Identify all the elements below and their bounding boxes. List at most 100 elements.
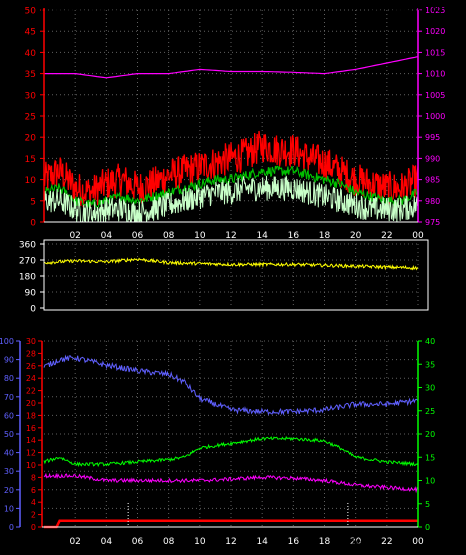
direction-tick-label-180: 180: [19, 273, 36, 283]
wind-time-label-16: 16: [288, 231, 300, 241]
compass-letter-n-bottom: N: [436, 306, 444, 319]
grid-layer: [44, 9, 419, 527]
wind-time-label-10: 10: [194, 231, 206, 241]
rainfall-axis-label: Rainfall (mm): [2, 321, 73, 333]
wind-tick-label-20: 20: [25, 134, 37, 144]
wind-time-label-06: 06: [132, 231, 144, 241]
sunrise-label: Sun Rise: [108, 492, 147, 502]
wind-tick-label-50: 50: [25, 7, 37, 17]
baro-tick-label-1010: 1010: [425, 70, 445, 79]
compass-letter-n-top: N: [436, 238, 444, 251]
rainfall-tick-label-14: 14: [26, 436, 36, 445]
rainfall-tick-label-20: 20: [26, 399, 36, 408]
rainfall-tick-label-24: 24: [26, 374, 36, 383]
rainfall-tick-label-26: 26: [26, 362, 36, 371]
temp-tick-label-15: 15: [425, 453, 435, 462]
humidity-line: [43, 354, 419, 416]
baro-tick-label-1020: 1020: [425, 27, 445, 36]
humidity-tick-label-60: 60: [4, 411, 14, 420]
wind-time-label-04: 04: [101, 231, 113, 241]
windspeed-gust-line: [43, 130, 419, 209]
humidity-tick-label-100: 100: [0, 337, 14, 346]
wind-direction-line: [44, 257, 419, 271]
humidity-tick-label-90: 90: [4, 356, 14, 365]
wind-tick-label-45: 45: [25, 28, 36, 38]
rainfall-tick-label-8: 8: [31, 473, 36, 482]
sunset-overlap-label: Sun Set: [333, 537, 364, 546]
temp-tick-label-5: 5: [425, 500, 430, 509]
direction-tick-label-90: 90: [25, 289, 37, 299]
climate-time-label-08: 08: [163, 537, 175, 547]
wind-tick-label-15: 15: [25, 155, 36, 165]
wind-tick-label-5: 5: [30, 197, 36, 207]
temp-tick-label-25: 25: [425, 407, 435, 416]
wind-time-label-00: 00: [412, 231, 424, 241]
wind-time-label-02: 02: [69, 231, 80, 241]
chart-title: 24 hour graph date: 01 December 2014: [174, 0, 374, 11]
wind-tick-label-35: 35: [25, 70, 36, 80]
temperature-axis-label: Temperature (°C): [311, 321, 403, 333]
barometer-line: [44, 56, 419, 79]
wind-tick-label-10: 10: [25, 176, 37, 186]
temperature-line: [43, 435, 419, 468]
rainfall-tick-label-0: 0: [31, 523, 36, 532]
rainfall-tick-label-28: 28: [26, 349, 36, 358]
compass-letter-w: W: [436, 255, 447, 268]
dewpoint-line: [43, 472, 419, 494]
baro-tick-label-980: 980: [425, 197, 440, 206]
sunset-label: Sun Set: [332, 492, 367, 502]
rainfall-line: [44, 519, 418, 529]
windspeed-axis-label: Windspeed (kts): [34, 1, 123, 14]
direction-tick-label-360: 360: [19, 241, 36, 251]
humidity-tick-label-20: 20: [4, 486, 14, 495]
baro-tick-label-1005: 1005: [425, 91, 445, 100]
baro-tick-label-1025: 1025: [425, 6, 445, 15]
humidity-tick-label-40: 40: [4, 449, 14, 458]
temp-tick-label-40: 40: [425, 337, 435, 346]
temp-tick-label-20: 20: [425, 430, 435, 439]
climate-time-label-16: 16: [288, 537, 300, 547]
direction-tick-label-0: 0: [30, 305, 36, 315]
humidity-axis-label: Humidity (%): [67, 321, 136, 333]
wind-tick-label-25: 25: [25, 113, 36, 123]
humidity-tick-label-50: 50: [4, 430, 14, 439]
wind-tick-label-0: 0: [30, 219, 36, 229]
series-layer: [43, 56, 419, 529]
climate-time-label-06: 06: [132, 537, 144, 547]
humidity-tick-label-70: 70: [4, 393, 14, 402]
climate-time-label-00: 00: [412, 537, 424, 547]
rainfall-tick-label-22: 22: [26, 387, 36, 396]
wind-time-label-08: 08: [163, 231, 175, 241]
rainfall-tick-label-16: 16: [26, 424, 36, 433]
rainfall-tick-label-4: 4: [31, 498, 36, 507]
rainfall-tick-label-18: 18: [26, 411, 36, 420]
wind-time-label-18: 18: [319, 231, 331, 241]
dewpoint-axis-label: Dew Point (°C): [392, 321, 466, 333]
temp-tick-label-35: 35: [425, 360, 435, 369]
climate-time-label-20: 20: [350, 537, 362, 547]
climate-time-label-02: 02: [69, 537, 80, 547]
baro-tick-label-975: 975: [425, 218, 440, 227]
climate-time-label-12: 12: [225, 537, 236, 547]
compass-letter-e: E: [436, 289, 443, 302]
rainfall-tick-label-2: 2: [31, 511, 36, 520]
rainfall-tick-label-12: 12: [26, 449, 36, 458]
wind-time-label-20: 20: [350, 231, 362, 241]
climate-time-label-22: 22: [381, 537, 392, 547]
humidity-tick-label-80: 80: [4, 374, 14, 383]
humidity-tick-label-0: 0: [9, 523, 14, 532]
windspeed-low-line: [43, 175, 419, 223]
baro-tick-label-1015: 1015: [425, 48, 445, 57]
rainfall-tick-label-6: 6: [31, 486, 36, 495]
rainfall-tick-label-30: 30: [26, 337, 36, 346]
climate-time-label-14: 14: [256, 537, 268, 547]
temp-tick-label-0: 0: [425, 523, 430, 532]
climate-time-label-10: 10: [194, 537, 206, 547]
temp-tick-label-30: 30: [425, 384, 435, 393]
baro-tick-label-985: 985: [425, 176, 440, 185]
rainfall-tick-label-10: 10: [26, 461, 36, 470]
baro-tick-label-990: 990: [425, 154, 440, 163]
humidity-tick-label-30: 30: [4, 467, 14, 476]
wind-tick-label-40: 40: [25, 49, 37, 59]
